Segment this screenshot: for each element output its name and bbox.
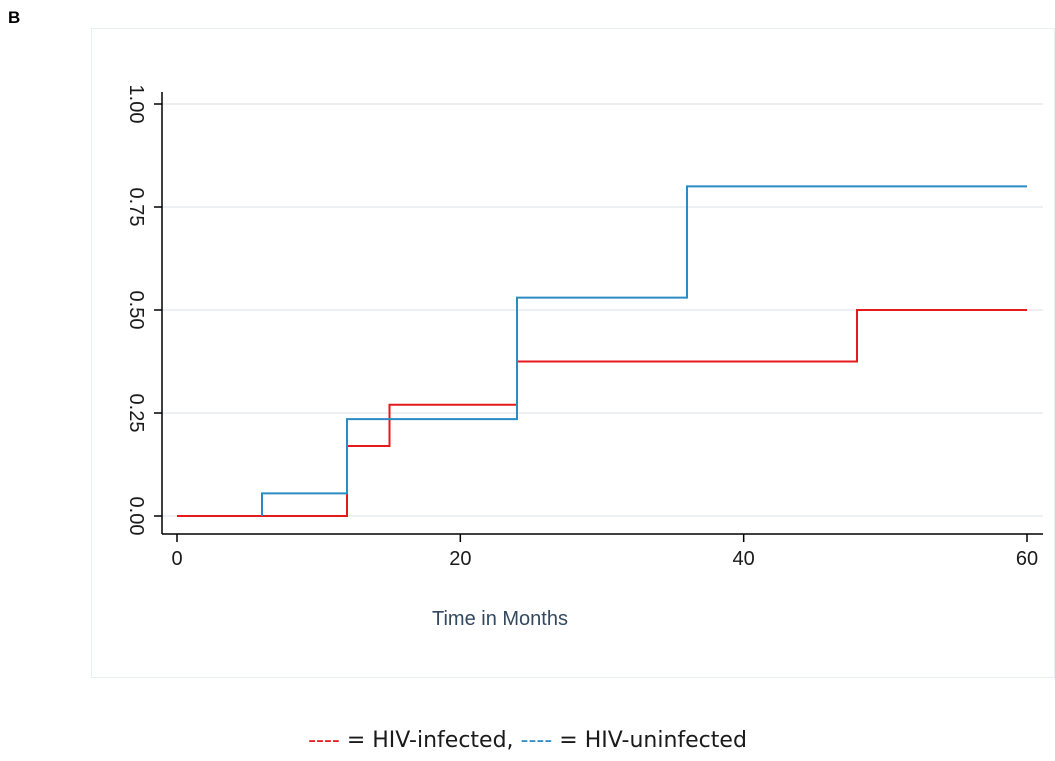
- legend-marker-hiv-infected: ----: [308, 728, 340, 753]
- x-tick-label-0: 0: [171, 548, 182, 570]
- legend-label-hiv-infected: = HIV-infected,: [339, 728, 521, 753]
- x-tick-label-3: 60: [1016, 548, 1038, 570]
- legend: ---- = HIV-infected, ---- = HIV-uninfect…: [0, 728, 1055, 753]
- legend-marker-hiv-uninfected: ----: [520, 728, 553, 753]
- panel-label: B: [8, 8, 21, 27]
- y-tick-label-4: 1.00: [125, 85, 147, 124]
- series-line-hiv-uninfected: [261, 185, 1027, 516]
- y-tick-label-2: 0.50: [125, 291, 147, 330]
- axes: 0.00 0.25 0.50 0.75 1.00 0 20 40 60: [125, 85, 1043, 570]
- y-tick-label-1: 0.25: [125, 394, 147, 433]
- x-axis-title: Time in Months: [432, 608, 568, 630]
- km-chart: 0.00 0.25 0.50 0.75 1.00 0 20 40 60 Time in Mont…: [125, 85, 1043, 630]
- x-tick-label-2: 40: [733, 548, 755, 570]
- legend-label-hiv-uninfected: = HIV-uninfected: [552, 728, 747, 753]
- y-tick-label-3: 0.75: [125, 188, 147, 227]
- x-tick-label-1: 20: [449, 548, 471, 570]
- y-tick-label-0: 0.00: [125, 497, 147, 536]
- series-lines: [177, 185, 1027, 517]
